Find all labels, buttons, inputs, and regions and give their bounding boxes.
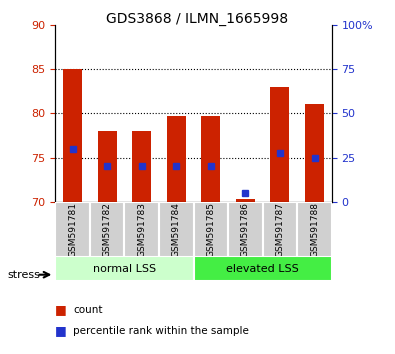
Bar — [228, 202, 263, 257]
Text: GSM591783: GSM591783 — [137, 202, 146, 257]
Text: count: count — [73, 305, 103, 315]
Bar — [297, 202, 332, 257]
Bar — [63, 69, 82, 202]
Bar — [263, 202, 297, 257]
Text: GSM591781: GSM591781 — [68, 202, 77, 257]
Text: stress: stress — [8, 270, 41, 280]
Bar — [194, 256, 332, 281]
Bar — [201, 116, 220, 202]
Bar — [124, 202, 159, 257]
Bar — [98, 131, 117, 202]
Bar — [132, 131, 151, 202]
Text: ■: ■ — [55, 303, 67, 316]
Text: normal LSS: normal LSS — [93, 264, 156, 274]
Text: GSM591784: GSM591784 — [172, 202, 181, 257]
Text: percentile rank within the sample: percentile rank within the sample — [73, 326, 249, 336]
Text: GSM591786: GSM591786 — [241, 202, 250, 257]
Bar — [90, 202, 124, 257]
Bar — [305, 104, 324, 202]
Bar — [271, 87, 290, 202]
Text: elevated LSS: elevated LSS — [226, 264, 299, 274]
Bar — [55, 202, 90, 257]
Text: GSM591788: GSM591788 — [310, 202, 319, 257]
Bar — [55, 256, 194, 281]
Bar — [159, 202, 194, 257]
Bar — [194, 202, 228, 257]
Text: ■: ■ — [55, 325, 67, 337]
Text: GDS3868 / ILMN_1665998: GDS3868 / ILMN_1665998 — [106, 12, 289, 27]
Bar — [236, 199, 255, 202]
Text: GSM591787: GSM591787 — [275, 202, 284, 257]
Bar — [167, 116, 186, 202]
Text: GSM591785: GSM591785 — [206, 202, 215, 257]
Text: GSM591782: GSM591782 — [103, 202, 112, 257]
